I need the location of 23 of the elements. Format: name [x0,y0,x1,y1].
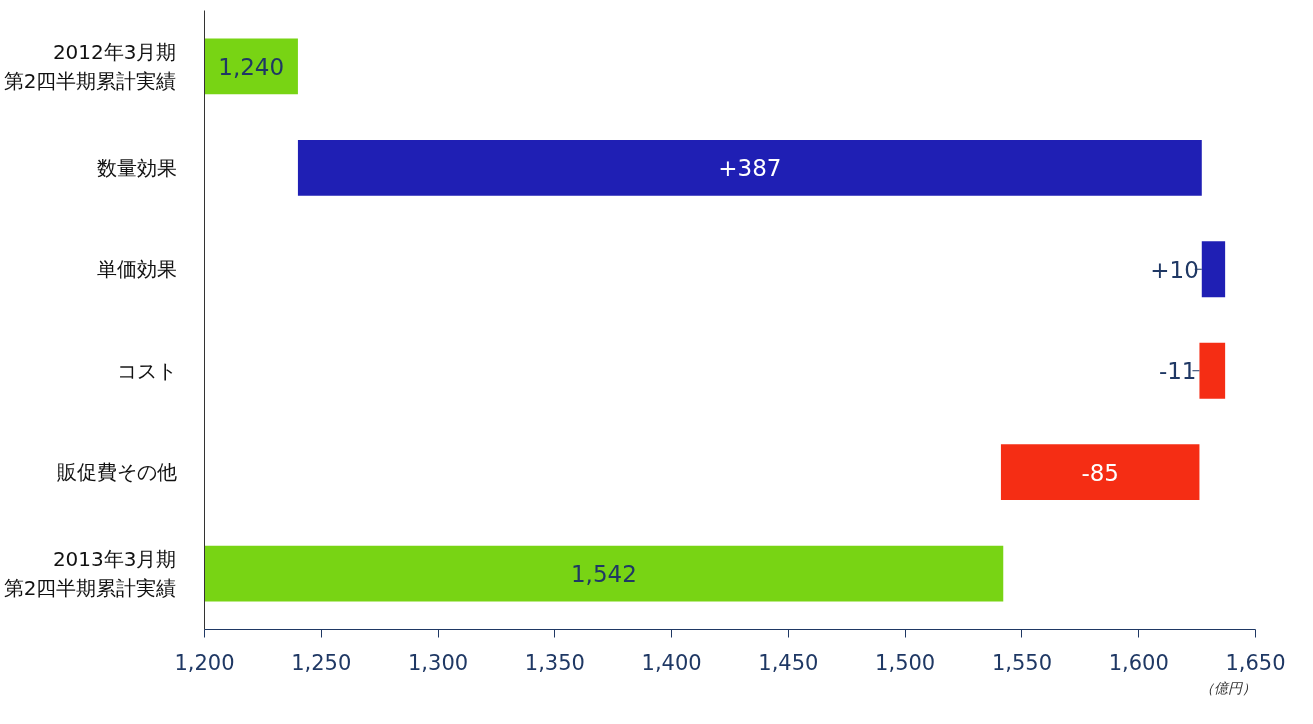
x-tick-label: 1,500 [875,650,936,675]
data-label: -85 [1081,459,1119,486]
x-tick-label: 1,200 [174,650,235,675]
data-label: +387 [718,155,782,182]
x-tick-label: 1,250 [291,650,352,675]
y-tick-label: 2013年3月期第2四半期累計実績 [3,547,177,601]
data-label: 1,240 [218,53,285,80]
text: （億円） [1199,679,1256,696]
y-tick-label: 2012年3月期第2四半期累計実績 [3,39,177,93]
x-tick-label: 1,600 [1108,650,1169,675]
y-tick-label: コスト [116,358,177,383]
x-tick-label: 1,650 [1225,650,1286,675]
x-tick-label: 1,450 [758,650,819,675]
y-tick-label: 数量効果 [96,155,177,180]
x-tick-label: 1,350 [524,650,585,675]
x-tick-label: 1,400 [641,650,702,675]
y-tick-label: 販促費その他 [56,460,177,485]
x-tick-label: 1,550 [991,650,1053,675]
data-label: -11 [1158,358,1197,385]
y-tick-label: 単価効果 [96,257,177,282]
data-label: 1,542 [570,561,637,588]
x-tick-label: 1,300 [408,650,469,675]
data-label: +10 [1150,256,1199,283]
